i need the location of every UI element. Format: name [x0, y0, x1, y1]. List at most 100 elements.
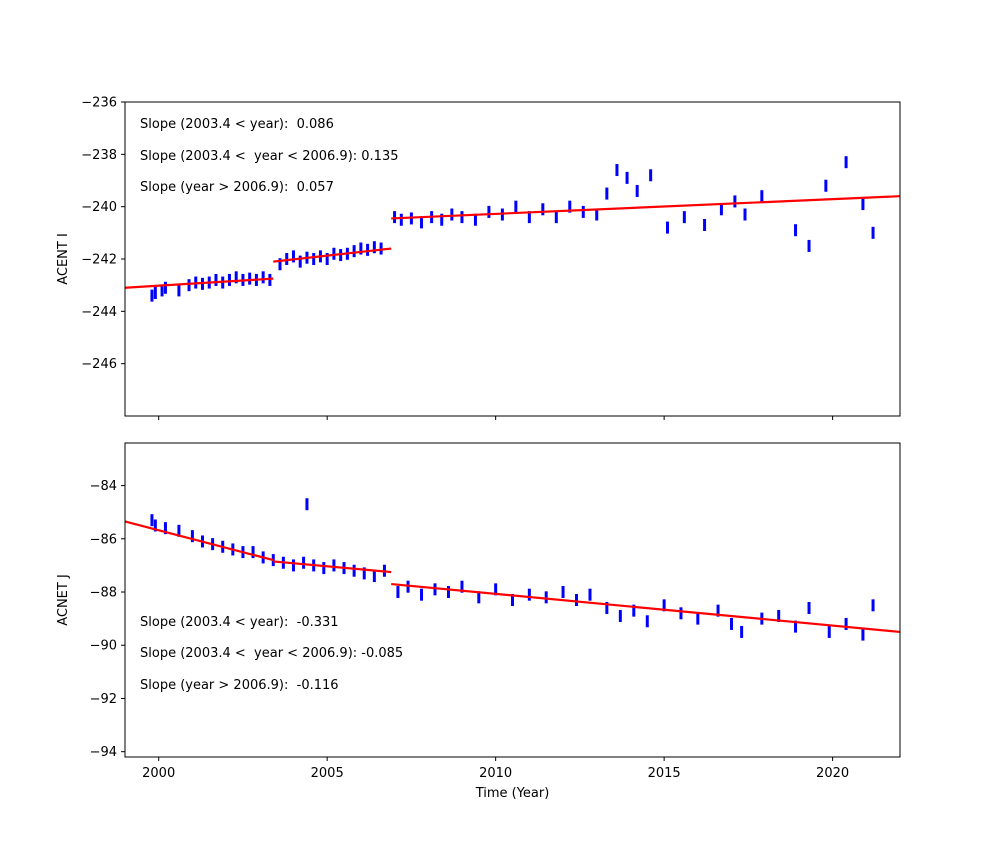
data-point: [362, 567, 366, 580]
y-tick-label: −244: [81, 305, 117, 320]
data-point: [190, 530, 194, 543]
data-point: [160, 284, 164, 297]
slope-annotation: Slope (year > 2006.9): -0.116: [140, 678, 339, 693]
x-axis-label: Time (Year): [475, 786, 550, 801]
data-point: [871, 226, 875, 239]
data-point: [544, 591, 548, 604]
y-axis-label: ACNET J: [56, 574, 71, 626]
data-point: [359, 242, 363, 255]
data-point: [332, 247, 336, 260]
y-tick-label: −88: [90, 586, 117, 601]
data-point: [285, 253, 289, 265]
data-point: [305, 498, 309, 511]
data-point: [473, 213, 477, 226]
data-point: [379, 242, 383, 255]
data-point: [794, 620, 798, 633]
data-point: [291, 559, 295, 572]
slope-annotation: Slope (year > 2006.9): 0.057: [140, 180, 334, 195]
data-point: [163, 522, 167, 535]
fit-segment: [125, 520, 274, 562]
data-point: [251, 546, 255, 559]
y-tick-label: −86: [90, 532, 117, 547]
data-point: [396, 586, 400, 599]
data-point: [740, 625, 744, 638]
fit-segment: [273, 560, 392, 574]
y-tick-label: −90: [90, 639, 117, 654]
data-point: [605, 187, 609, 200]
data-point: [719, 203, 723, 216]
data-point: [794, 224, 798, 237]
slope-annotation: Slope (2003.4 < year < 2006.9): -0.085: [140, 646, 403, 661]
data-point: [605, 601, 609, 614]
data-point: [632, 604, 636, 617]
slope-annotation: Slope (2003.4 < year < 2006.9): 0.135: [140, 149, 399, 164]
data-point: [248, 272, 252, 285]
data-point: [150, 289, 154, 302]
data-point: [450, 208, 454, 221]
y-tick-label: −240: [81, 200, 117, 215]
data-point: [433, 583, 437, 596]
data-point: [352, 564, 356, 577]
data-point: [625, 171, 629, 184]
fit-segment: [391, 582, 900, 634]
data-point: [649, 169, 653, 182]
data-point: [807, 601, 811, 614]
y-tick-label: −92: [90, 692, 117, 707]
data-point: [635, 184, 639, 197]
y-axis-label: ACENT I: [56, 233, 71, 285]
plot-frame: [124, 442, 901, 758]
x-tick-label: 2020: [816, 766, 849, 781]
data-point: [581, 205, 585, 218]
data-point: [588, 588, 592, 601]
y-tick-label: −94: [90, 745, 117, 760]
data-point: [234, 271, 238, 284]
data-point: [366, 243, 370, 256]
data-point: [440, 213, 444, 226]
data-point: [679, 607, 683, 620]
x-tick-label: 2000: [142, 766, 175, 781]
data-point: [871, 599, 875, 612]
fit-lines: [125, 195, 900, 289]
data-point: [696, 612, 700, 625]
y-tick-label: −238: [81, 148, 117, 163]
y-tick-label: −236: [81, 96, 117, 111]
data-point: [595, 208, 599, 221]
data-point: [666, 221, 669, 234]
data-point: [494, 583, 498, 596]
data-point: [807, 239, 811, 252]
data-point: [760, 190, 764, 203]
data-point: [477, 591, 481, 604]
data-point: [214, 273, 218, 286]
x-tick-label: 2010: [479, 766, 512, 781]
fit-segment: [273, 247, 392, 263]
data-point: [332, 559, 336, 572]
data-point: [844, 617, 848, 630]
data-point: [372, 570, 376, 583]
data-point: [460, 211, 464, 224]
data-point: [153, 287, 157, 300]
data-point: [261, 271, 265, 284]
data-point: [615, 164, 619, 177]
fit-segment: [391, 195, 900, 220]
y-tick-label: −242: [81, 253, 117, 268]
data-point: [861, 198, 865, 211]
data-point: [399, 213, 403, 226]
data-point: [575, 594, 579, 606]
data-point: [618, 609, 622, 622]
data-point: [561, 586, 565, 599]
y-tick-label: −84: [90, 479, 117, 494]
data-point: [446, 586, 450, 599]
data-point: [703, 218, 707, 231]
data-point: [511, 594, 514, 606]
data-point: [352, 245, 356, 258]
data-point: [541, 203, 545, 216]
data-point: [743, 208, 747, 221]
panel-acnet-j: −84 −86 −88 −90 −92 −94 2000 2005 2010 2015 2020 AC…: [56, 442, 901, 801]
y-tick-label: −246: [81, 357, 117, 372]
fit-segment: [125, 277, 274, 289]
data-point: [150, 514, 154, 527]
data-point: [227, 273, 231, 286]
data-point: [291, 250, 295, 263]
panel-acent-i: −236 −238 −240 −242 −244 −246 ACENT I Slope (20…: [56, 96, 901, 420]
data-point: [716, 604, 720, 617]
